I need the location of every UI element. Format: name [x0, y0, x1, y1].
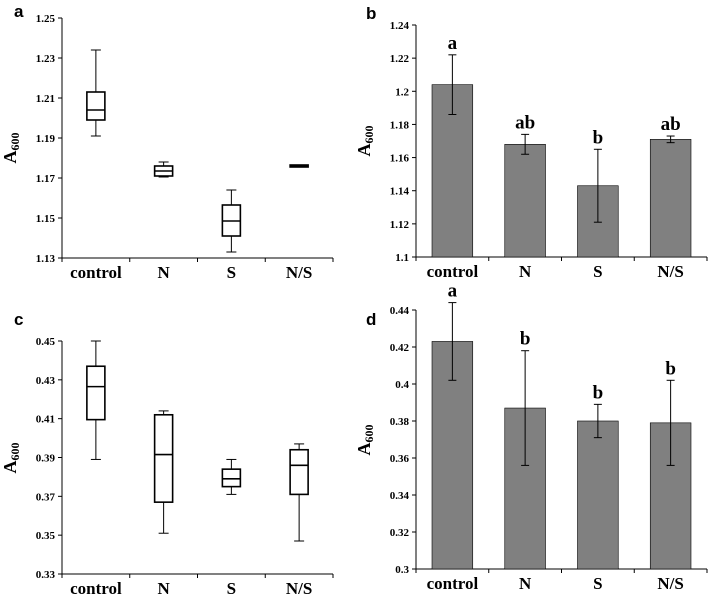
- panel-c-box-0: [86, 365, 106, 421]
- panel-a-category-1: N: [157, 263, 170, 282]
- panel-a-ytick-label-6: 1.25: [36, 13, 56, 25]
- panel-b-ytick-label-5: 1.2: [395, 86, 409, 98]
- panel-a-ytick-label-5: 1.23: [36, 53, 56, 65]
- panel-a-ytick-label-4: 1.21: [36, 93, 55, 105]
- panel-b-ytick-label-4: 1.18: [390, 119, 410, 131]
- panel-d-category-0: control: [427, 574, 479, 593]
- panel-c-ytick-label-2: 0.37: [36, 491, 56, 503]
- panel-d-category-3: N/S: [657, 574, 683, 593]
- panel-b-sig-label-1: ab: [515, 112, 535, 133]
- panel-a-ytick-label-2: 1.17: [36, 173, 56, 185]
- panel-b-ylabel-sub: 600: [362, 126, 376, 144]
- panel-d-bar-2: [577, 420, 619, 570]
- panel-b-ytick-label-7: 1.24: [390, 20, 410, 32]
- panel-d-ytick-label-0: 0.3: [395, 564, 409, 576]
- panel-c-ytick-label-1: 0.35: [36, 530, 56, 542]
- panel-b-sig-label-2: b: [593, 127, 604, 148]
- panel-c-ytick-label-6: 0.45: [36, 336, 56, 348]
- panel-b-category-3: N/S: [657, 262, 683, 281]
- panel-b-ytick-label-1: 1.12: [390, 219, 410, 231]
- panel-d-ytick-label-3: 0.36: [390, 453, 410, 465]
- panel-d-ylabel-sub: 600: [362, 425, 376, 443]
- panel-b-ytick-label-0: 1.1: [395, 252, 409, 264]
- panel-d-ytick-label-2: 0.34: [390, 490, 410, 502]
- panel-a-box-0: [86, 91, 106, 121]
- panel-d-ytick-label-1: 0.32: [390, 527, 410, 539]
- panel-b-ytick-label-3: 1.16: [390, 153, 410, 165]
- panel-a-category-3: N/S: [286, 263, 312, 282]
- panel-c-category-2: S: [227, 579, 236, 596]
- panel-a-category-2: S: [227, 263, 236, 282]
- panel-d-sig-label-2: b: [593, 382, 604, 403]
- panel-d-sig-label-0: a: [448, 281, 458, 302]
- panel-d-category-1: N: [519, 574, 532, 593]
- panel-d-sig-label-1: b: [520, 329, 531, 350]
- panel-b-bar-3: [649, 139, 692, 258]
- panel-c-category-0: control: [70, 579, 122, 596]
- panel-b-ytick-label-6: 1.22: [390, 53, 410, 65]
- panel-c-ytick-label-3: 0.39: [36, 453, 56, 465]
- panel-b-sig-label-0: a: [448, 33, 458, 54]
- panel-c-letter: c: [14, 310, 23, 329]
- panel-c-ylabel-sub: 600: [8, 443, 22, 461]
- panel-c-box-1: [153, 413, 174, 503]
- panel-d-category-2: S: [593, 574, 602, 593]
- panel-d-ytick-label-4: 0.38: [390, 416, 410, 428]
- panel-b-ylabel: A600: [354, 126, 376, 157]
- panel-d-ylabel-main: A: [354, 443, 374, 456]
- panel-c-box-3: [289, 448, 309, 496]
- panel-c-category-1: N: [157, 579, 170, 596]
- panel-a-letter: a: [14, 2, 24, 21]
- panel-b-category-1: N: [519, 262, 532, 281]
- panel-a-ytick-label-3: 1.19: [36, 133, 56, 145]
- panel-a-ylabel: A600: [0, 133, 22, 164]
- panel-b-letter: b: [366, 4, 376, 23]
- panel-d-letter: d: [366, 310, 376, 329]
- panel-c-ylabel-main: A: [0, 461, 20, 474]
- panel-a-ylabel-sub: 600: [8, 133, 22, 151]
- panel-b-bar-1: [504, 144, 546, 258]
- panel-a-category-0: control: [70, 263, 122, 282]
- panel-d-ylabel: A600: [354, 425, 376, 456]
- panel-b-category-0: control: [427, 262, 479, 281]
- panel-b-ylabel-main: A: [354, 144, 374, 157]
- panel-b-category-2: S: [593, 262, 602, 281]
- panel-c-ytick-label-0: 0.33: [36, 569, 56, 581]
- panel-d-ytick-label-5: 0.4: [395, 379, 409, 391]
- panel-b-sig-label-3: ab: [661, 114, 681, 135]
- panel-a-ylabel-main: A: [0, 151, 20, 164]
- panel-d-sig-label-3: b: [665, 358, 676, 379]
- panel-d-ytick-label-6: 0.42: [390, 342, 410, 354]
- panel-d-ytick-label-7: 0.44: [390, 305, 410, 317]
- panel-c-category-3: N/S: [286, 579, 312, 596]
- panel-c-ytick-label-4: 0.41: [36, 414, 55, 426]
- panel-c-ylabel: A600: [0, 443, 22, 474]
- panel-b-ytick-label-2: 1.14: [390, 186, 410, 198]
- panel-a-ytick-label-1: 1.15: [36, 213, 56, 225]
- panel-c-ytick-label-5: 0.43: [36, 375, 56, 387]
- panel-a-ytick-label-0: 1.13: [36, 253, 56, 265]
- panel-c-box-2: [221, 468, 242, 488]
